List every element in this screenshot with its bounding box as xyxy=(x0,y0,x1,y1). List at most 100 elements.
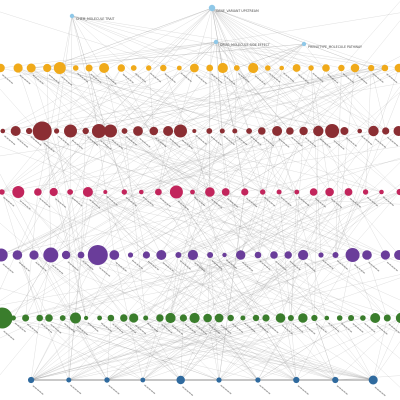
tier-5-node[interactable] xyxy=(324,315,330,321)
tier-3-node[interactable] xyxy=(49,187,58,197)
tier-2-node[interactable] xyxy=(64,124,77,138)
tier-5-node[interactable] xyxy=(165,312,176,324)
tier-3-node[interactable] xyxy=(325,187,334,197)
top-node[interactable] xyxy=(301,41,307,47)
tier-1-node[interactable] xyxy=(13,63,23,73)
tier-1-node[interactable] xyxy=(265,65,271,71)
tier-4-node[interactable] xyxy=(298,249,309,261)
tier-5-node[interactable] xyxy=(287,315,294,321)
tier-2-node[interactable] xyxy=(0,128,6,134)
tier-2-node[interactable] xyxy=(82,127,89,135)
tier-2-node[interactable] xyxy=(149,126,159,136)
tier-6-node[interactable] xyxy=(66,377,72,383)
tier-3-node[interactable] xyxy=(139,189,144,195)
tier-5-node[interactable] xyxy=(70,312,81,324)
tier-2-node[interactable] xyxy=(26,127,33,135)
tier-3-node[interactable] xyxy=(344,188,353,196)
tier-4-node[interactable] xyxy=(270,251,278,259)
tier-5-node[interactable] xyxy=(22,314,30,322)
tier-1-node[interactable] xyxy=(85,64,93,72)
tier-4-node[interactable] xyxy=(43,247,59,263)
tier-1-node[interactable] xyxy=(368,64,375,72)
tier-5-node[interactable] xyxy=(129,313,139,323)
tier-4-node[interactable] xyxy=(29,250,39,260)
tier-5-node[interactable] xyxy=(45,314,53,322)
tier-4-node[interactable] xyxy=(380,250,390,260)
tier-4-node[interactable] xyxy=(345,248,360,262)
top-node[interactable] xyxy=(69,13,75,19)
tier-5-node[interactable] xyxy=(395,312,400,324)
tier-5-node[interactable] xyxy=(311,314,318,322)
tier-5-node[interactable] xyxy=(203,313,212,323)
tier-3-node[interactable] xyxy=(379,189,384,195)
tier-1-node[interactable] xyxy=(394,63,400,73)
tier-6-node[interactable] xyxy=(332,376,339,384)
tier-5-node[interactable] xyxy=(383,314,391,322)
tier-3-node[interactable] xyxy=(190,189,195,195)
tier-4-node[interactable] xyxy=(318,252,324,258)
tier-4-node[interactable] xyxy=(12,250,23,260)
tier-1-node[interactable] xyxy=(99,63,110,73)
tier-5-node[interactable] xyxy=(97,315,102,321)
tier-5-node[interactable] xyxy=(298,313,308,323)
tier-2-node[interactable] xyxy=(32,121,52,141)
tier-6-node[interactable] xyxy=(104,377,110,383)
tier-1-node[interactable] xyxy=(117,64,126,72)
tier-4-node[interactable] xyxy=(156,250,167,260)
tier-1-node[interactable] xyxy=(248,62,259,74)
tier-2-node[interactable] xyxy=(206,128,213,134)
tier-4-node[interactable] xyxy=(77,251,85,259)
tier-1-node[interactable] xyxy=(350,63,360,73)
tier-5-node[interactable] xyxy=(252,314,260,322)
tier-4-node[interactable] xyxy=(142,251,150,259)
tier-4-node[interactable] xyxy=(254,251,262,259)
tier-1-node[interactable] xyxy=(146,65,152,71)
tier-5-node[interactable] xyxy=(120,314,128,322)
tier-3-node[interactable] xyxy=(276,189,282,195)
tier-2-node[interactable] xyxy=(258,127,266,135)
top-node[interactable] xyxy=(208,4,216,12)
tier-1-node[interactable] xyxy=(292,64,301,72)
tier-2-node[interactable] xyxy=(272,126,283,136)
tier-2-node[interactable] xyxy=(10,126,21,136)
top-node[interactable] xyxy=(213,39,219,45)
tier-1-node[interactable] xyxy=(233,65,240,71)
tier-3-node[interactable] xyxy=(155,188,162,196)
tier-4-node[interactable] xyxy=(0,248,8,262)
tier-2-node[interactable] xyxy=(163,126,174,136)
tier-1-node[interactable] xyxy=(338,64,345,72)
tier-2-node[interactable] xyxy=(368,125,379,137)
tier-2-node[interactable] xyxy=(382,127,390,135)
tier-1-node[interactable] xyxy=(190,63,199,73)
tier-2-node[interactable] xyxy=(246,128,253,134)
tier-3-node[interactable] xyxy=(294,189,300,195)
tier-1-node[interactable] xyxy=(0,63,5,73)
tier-4-node[interactable] xyxy=(332,252,339,258)
tier-3-node[interactable] xyxy=(396,188,400,196)
tier-5-node[interactable] xyxy=(107,314,115,322)
tier-6-node[interactable] xyxy=(368,375,378,385)
tier-5-node[interactable] xyxy=(370,313,381,323)
tier-1-node[interactable] xyxy=(217,62,228,74)
tier-1-node[interactable] xyxy=(176,65,182,71)
tier-6-node[interactable] xyxy=(140,377,146,383)
tier-3-node[interactable] xyxy=(82,187,93,197)
tier-5-node[interactable] xyxy=(10,315,16,321)
tier-3-node[interactable] xyxy=(241,188,249,196)
tier-1-node[interactable] xyxy=(72,65,79,71)
tier-1-node[interactable] xyxy=(53,62,66,74)
tier-4-node[interactable] xyxy=(109,250,120,260)
tier-6-node[interactable] xyxy=(255,377,261,383)
tier-5-node[interactable] xyxy=(84,315,89,321)
tier-6-node[interactable] xyxy=(176,375,185,385)
tier-2-node[interactable] xyxy=(340,127,349,135)
tier-4-node[interactable] xyxy=(127,252,134,258)
tier-6-node[interactable] xyxy=(293,376,300,384)
tier-2-node[interactable] xyxy=(121,128,128,134)
tier-2-node[interactable] xyxy=(286,127,294,135)
tier-5-node[interactable] xyxy=(336,315,343,321)
tier-4-node[interactable] xyxy=(61,250,71,260)
tier-5-node[interactable] xyxy=(189,312,200,324)
tier-5-node[interactable] xyxy=(348,315,355,321)
